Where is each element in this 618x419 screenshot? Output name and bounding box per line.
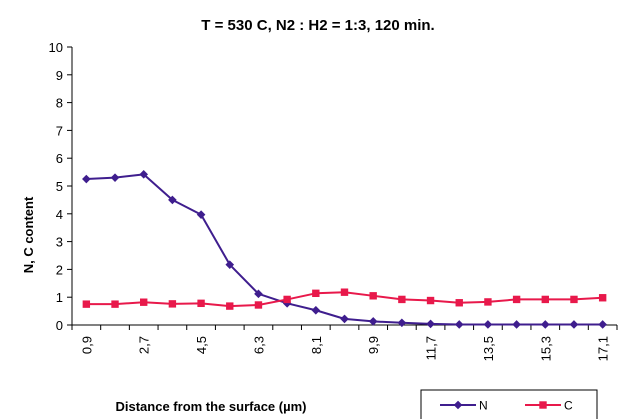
series-c-point — [197, 299, 205, 308]
legend-c-marker — [539, 401, 547, 409]
series-n-point — [426, 319, 435, 329]
series-c-point — [140, 298, 148, 306]
x-tick-label: 11,7 — [424, 336, 439, 360]
series-n-point — [340, 314, 349, 324]
y-tick-label: 2 — [56, 262, 63, 277]
x-tick-label: 9,9 — [366, 336, 381, 354]
x-tick-label: 6,3 — [251, 336, 266, 354]
y-tick-label: 1 — [56, 290, 63, 305]
series-c-point — [484, 298, 492, 306]
y-tick-label: 5 — [56, 179, 63, 194]
x-tick-label: 0,9 — [79, 336, 94, 354]
series-n-point — [82, 174, 91, 184]
series-n-point — [512, 320, 521, 329]
y-tick-label: 0 — [56, 318, 63, 333]
series-c-point — [254, 301, 263, 309]
series-c-point — [168, 300, 177, 308]
plot-area: 0 1 2 3 4 5 6 7 8 9 10 0,9 2,7 4,5 6,3 8,1 9,9 11,7 13,5 15… — [49, 40, 618, 361]
y-tick-label: 8 — [56, 96, 63, 111]
x-tick-label: 17,1 — [596, 336, 611, 361]
series-c-point — [312, 289, 320, 298]
series-c-point — [570, 295, 578, 304]
x-tick-label: 2,7 — [137, 336, 152, 354]
series-c-point — [512, 295, 521, 304]
series-c-point — [340, 288, 349, 296]
x-tick-label: 4,5 — [194, 336, 209, 354]
series-c-point — [398, 295, 406, 304]
series-c-point — [541, 295, 549, 304]
series-c-point — [82, 300, 91, 308]
series-n-point — [540, 320, 550, 329]
series-n-point — [397, 318, 407, 328]
x-tick-label: 8,1 — [309, 336, 324, 354]
series-n-point — [196, 210, 206, 219]
series-n-line — [86, 173, 603, 326]
series-c-point — [283, 295, 291, 304]
series-c-point — [426, 296, 435, 305]
x-axis-title: Distance from the surface (µm) — [116, 399, 307, 414]
y-axis-title: N, C content — [21, 196, 36, 273]
y-tick-label: 10 — [49, 40, 63, 55]
series-n-point — [483, 320, 493, 329]
y-tick-label: 7 — [56, 123, 63, 138]
legend-n-marker — [453, 400, 463, 410]
series-c-point — [226, 302, 234, 310]
legend-c-label: C — [564, 399, 573, 413]
series-n-point — [168, 195, 177, 205]
series-n-point — [368, 317, 378, 326]
y-tick-label: 4 — [56, 207, 63, 222]
series-n-point — [598, 320, 607, 329]
series-c-point — [455, 299, 463, 307]
series-c-point — [369, 292, 377, 300]
series-n-point — [110, 173, 120, 182]
series-n-point — [225, 260, 235, 269]
chart-title: T = 530 C, N2 : H2 = 1:3, 120 min. — [201, 17, 434, 34]
y-tick-label: 9 — [56, 68, 63, 83]
x-tick-label: 13,5 — [481, 336, 496, 361]
series-n-point — [254, 289, 263, 299]
x-tick-label: 15,3 — [538, 336, 553, 361]
series-n-point — [454, 320, 464, 329]
y-tick-label: 6 — [56, 151, 63, 166]
y-tick-label: 3 — [56, 235, 63, 250]
legend-n-label: N — [479, 399, 488, 413]
series-n-point — [311, 305, 321, 315]
series-c-point — [598, 294, 607, 302]
series-c-point — [111, 300, 119, 308]
series-n-point — [139, 170, 149, 179]
series-n-point — [569, 320, 579, 329]
